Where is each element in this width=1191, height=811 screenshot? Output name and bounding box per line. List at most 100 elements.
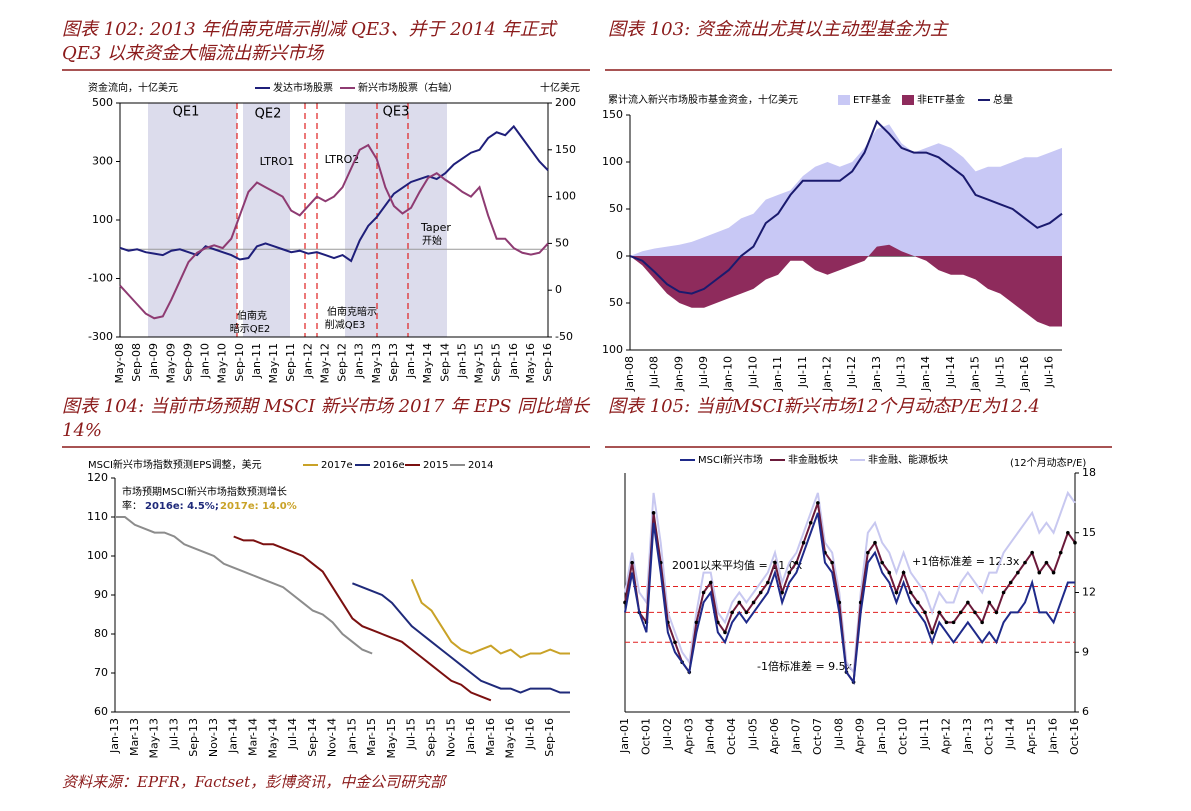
x-tick-label: Nov-14: [326, 718, 339, 757]
x-tick-label: Sep-16: [541, 343, 554, 382]
x-tick-label: Jul-12: [845, 356, 858, 388]
annotation: Taper: [420, 221, 451, 234]
y-tick-label: 0: [616, 249, 623, 262]
marker: [944, 620, 949, 625]
x-tick-label: Sep-15: [425, 718, 438, 757]
marker: [708, 580, 713, 585]
legend-label: 总量: [993, 93, 1013, 106]
x-tick-label: Sep-08: [130, 343, 143, 382]
marker: [744, 610, 749, 615]
x-tick-label: Jan-07: [789, 718, 802, 754]
x-tick-label: Jan-12: [301, 343, 314, 379]
marker: [980, 620, 984, 625]
marker: [1058, 550, 1063, 555]
x-tick-label: Apr-12: [939, 718, 952, 754]
y-tick-label: 80: [94, 627, 108, 640]
x-tick-label: Jan-13: [108, 718, 121, 754]
x-tick-label: Jan-04: [704, 718, 717, 754]
line: [624, 490, 1076, 675]
marker: [766, 580, 770, 585]
marker: [994, 610, 999, 615]
marker: [723, 630, 727, 635]
axis-label: 累计流入新兴市场股市基金资金，十亿美元: [608, 93, 798, 106]
marker: [773, 560, 777, 565]
line: [115, 516, 373, 655]
x-tick-label: May-14: [421, 343, 434, 384]
x-tick-label: Jul-16: [523, 718, 536, 750]
x-tick-label: Mar-14: [246, 718, 259, 756]
charts: QE1 QE2 QE3 LTRO1 LTRO2 Taper 开始 伯南克 暗示Q…: [62, 69, 1112, 759]
reference-label: -1倍标准差 = 9.5x: [757, 659, 853, 673]
x-tick-label: Sep-10: [233, 343, 246, 382]
legend-label: MSCI新兴市场: [698, 453, 763, 466]
marker: [1030, 550, 1034, 555]
marker: [873, 540, 877, 545]
marker: [894, 590, 899, 595]
line: [119, 143, 549, 320]
source-note: 资料来源：EPFR，Factset，彭博资讯，中金公司研究部: [62, 773, 446, 791]
legend-label: 非金融板块: [788, 453, 838, 466]
x-tick-label: Jan-13: [870, 356, 883, 392]
y-tick-label: 300: [92, 155, 113, 168]
marker: [694, 620, 699, 625]
x-tick-label: May-14: [266, 718, 279, 759]
x-tick-label: Oct-07: [811, 718, 824, 755]
marker: [651, 511, 656, 515]
x-tick-label: Nov-15: [444, 718, 457, 757]
y-tick-label: 0: [555, 283, 562, 296]
y-tick-label: 100: [555, 190, 576, 203]
line: [624, 512, 1075, 685]
x-tick-label: Jul-02: [661, 718, 674, 750]
y-tick-label: 100: [92, 213, 113, 226]
marker: [1023, 560, 1027, 565]
y-tick-label: 9: [1082, 645, 1089, 658]
x-tick-label: Jul-14: [1004, 718, 1017, 750]
x-tick-label: Apr-03: [682, 718, 695, 754]
marker: [1001, 590, 1006, 595]
annotation: 市场预期MSCI新兴市场指数预测增长: [122, 485, 287, 498]
x-tick-label: Jan-10: [199, 343, 212, 379]
y-tick-label: 200: [555, 96, 576, 109]
x-tick-label: Jan-14: [227, 718, 240, 754]
x-tick-label: Sep-11: [284, 343, 297, 382]
legend-label: 新兴市场股票（右轴）: [358, 81, 458, 94]
marker: [908, 590, 913, 595]
x-tick-label: Jan-01: [618, 718, 631, 754]
legend-label: 2014: [468, 460, 493, 471]
legend-swatch: [838, 95, 850, 105]
marker: [1051, 570, 1056, 575]
chart-title: 图表 104: 当前市场预期 MSCI 新兴市场 2017 年 EPS 同比增长…: [62, 396, 590, 441]
x-tick-label: May-15: [385, 718, 398, 759]
marker: [1066, 530, 1070, 535]
marker: [958, 610, 963, 615]
x-tick-label: Sep-15: [490, 343, 503, 382]
annotation: 2017e: 14.0%: [220, 501, 297, 512]
line: [410, 579, 570, 659]
marker: [701, 590, 706, 595]
x-tick-label: Jul-13: [895, 356, 908, 388]
y-tick-label: 12: [1082, 586, 1096, 599]
y-tick-label: -50: [555, 330, 573, 343]
x-tick-label: Mar-16: [484, 718, 497, 756]
marker: [1037, 570, 1042, 575]
x-tick-label: Jul-08: [648, 356, 661, 388]
x-tick-label: Jan-15: [455, 343, 468, 379]
x-tick-label: Jan-10: [875, 718, 888, 754]
x-tick-label: Jan-15: [969, 356, 982, 392]
x-tick-label: May-13: [370, 343, 383, 384]
y-tick-label: 90: [94, 588, 108, 601]
area: [630, 124, 1062, 257]
marker: [780, 590, 784, 595]
annotation: QE3: [383, 105, 410, 120]
legend-label: 2015: [423, 460, 448, 471]
axis-label: (12个月动态P/E): [1010, 456, 1086, 469]
x-tick-label: Oct-01: [639, 718, 652, 755]
y-tick-label: 500: [92, 96, 113, 109]
x-tick-label: Jul-08: [832, 718, 845, 750]
x-tick-label: Jan-09: [147, 343, 160, 379]
x-tick-label: Jan-11: [250, 343, 263, 379]
marker: [1073, 540, 1077, 545]
x-tick-label: Jul-14: [286, 718, 299, 750]
y-tick-label: 50: [555, 236, 569, 249]
y-tick-label: 70: [94, 666, 108, 679]
